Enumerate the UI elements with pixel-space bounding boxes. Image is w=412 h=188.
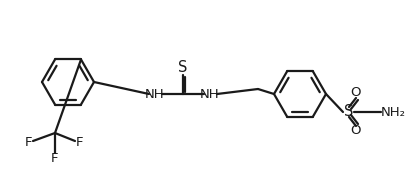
Text: NH: NH	[200, 87, 220, 101]
Text: S: S	[178, 61, 188, 76]
Text: NH₂: NH₂	[381, 105, 405, 118]
Text: S: S	[344, 105, 353, 120]
Text: O: O	[351, 86, 361, 99]
Text: F: F	[51, 152, 59, 165]
Text: F: F	[25, 136, 33, 149]
Text: O: O	[351, 124, 361, 137]
Text: NH: NH	[145, 87, 165, 101]
Text: F: F	[76, 136, 84, 149]
